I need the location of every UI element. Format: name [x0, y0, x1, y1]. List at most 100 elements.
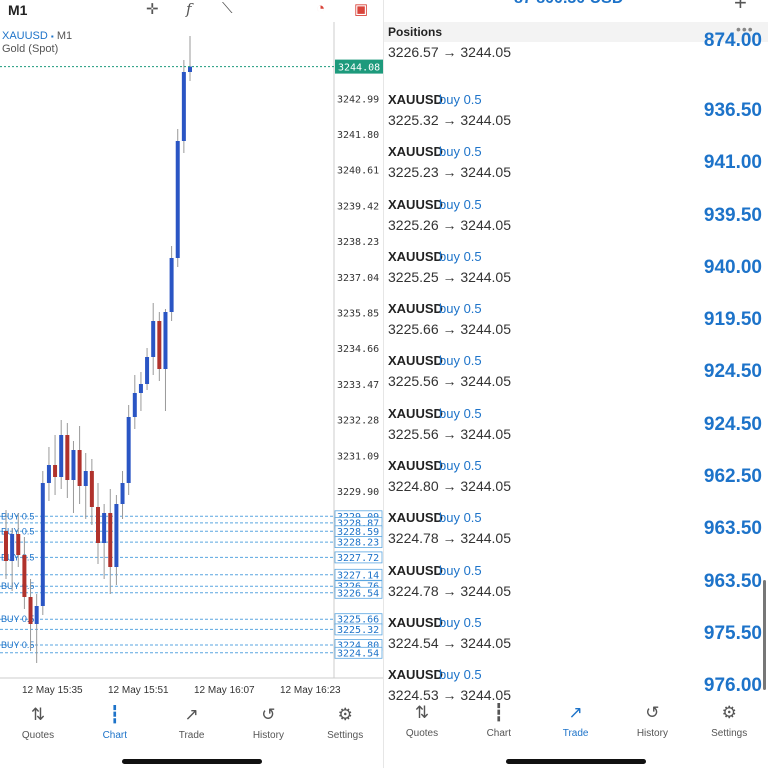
candle-body[interactable] — [40, 483, 45, 606]
order-tag[interactable]: BUY 0.5 — [1, 581, 34, 591]
trade-icon: ↗ — [568, 703, 583, 722]
position-side: buy 0.5 — [439, 510, 482, 526]
position-row[interactable]: XAUUSD buy 0.5 3225.66 → 3244.05 919.50 — [384, 295, 768, 347]
nav-label: Quotes — [405, 728, 439, 739]
color-icon[interactable]: ◔ — [316, 0, 326, 17]
candle-body[interactable] — [181, 72, 186, 141]
price-tick-label: 3235.85 — [337, 309, 379, 320]
current-price-label: 3244.08 — [338, 63, 380, 74]
candle-body[interactable] — [151, 321, 156, 357]
candle-body[interactable] — [188, 66, 192, 72]
position-row[interactable]: 3226.57 → 3244.05 874.00 — [384, 30, 768, 86]
chart-symbol: XAUUSD ▪ M1 — [2, 30, 72, 42]
candle-body[interactable] — [169, 258, 174, 312]
candle-body[interactable] — [10, 534, 15, 561]
nav-label: Settings — [711, 728, 748, 739]
candle-body[interactable] — [138, 384, 143, 393]
order-price-tag — [334, 536, 383, 548]
position-profit: 936.50 — [703, 100, 762, 121]
position-row[interactable]: XAUUSD buy 0.5 3225.56 → 3244.05 924.50 — [384, 347, 768, 399]
nav-quotes[interactable]: ⇅ Quotes — [0, 700, 76, 748]
position-prices: 3224.78 → 3244.05 — [388, 582, 511, 599]
candle-body[interactable] — [22, 555, 27, 597]
position-row[interactable]: XAUUSD buy 0.5 3224.80 → 3244.05 962.50 — [384, 452, 768, 504]
time-tick-label: 12 May 16:23 — [280, 685, 341, 696]
candle-body[interactable] — [96, 507, 100, 543]
position-side: buy 0.5 — [439, 301, 482, 317]
nav-history[interactable]: ↺ History — [614, 698, 690, 746]
candle-body[interactable] — [102, 513, 107, 543]
candle-body[interactable] — [120, 483, 125, 504]
candle-body[interactable] — [65, 435, 70, 480]
candle-body[interactable] — [108, 513, 113, 567]
nav-trade[interactable]: ↗ Trade — [538, 698, 614, 746]
settings-icon: ⚙ — [721, 703, 737, 722]
indicator-icon[interactable]: ▣ — [354, 1, 369, 18]
order-price-label: 3228.59 — [337, 527, 379, 538]
candle-body[interactable] — [28, 597, 33, 624]
candle-body[interactable] — [71, 450, 76, 480]
candle-body[interactable] — [53, 465, 58, 477]
candle-body[interactable] — [157, 321, 162, 369]
position-row[interactable]: XAUUSD buy 0.5 3224.53 → 3244.05 976.00 — [384, 661, 768, 713]
order-tag[interactable]: BUY 0.5 — [1, 614, 34, 624]
candle-body[interactable] — [34, 606, 39, 624]
chart-screen: M1 ✛ f ⟍ ◔ ▣ XAUUSD ▪ M1 Gold (Spot) 324… — [0, 0, 384, 764]
nav-quotes[interactable]: ⇅ Quotes — [384, 698, 460, 746]
position-row[interactable]: XAUUSD buy 0.5 3225.23 → 3244.05 941.00 — [384, 138, 768, 190]
order-tag[interactable]: BUY 0.5 — [1, 552, 34, 562]
position-row[interactable]: XAUUSD buy 0.5 3224.78 → 3244.05 963.50 — [384, 557, 768, 609]
position-row[interactable]: XAUUSD buy 0.5 3224.54 → 3244.05 975.50 — [384, 609, 768, 661]
order-tag[interactable]: BUY 0.5 — [1, 511, 34, 521]
nav-chart[interactable]: ┇ Chart — [461, 698, 537, 746]
candle-body[interactable] — [163, 312, 168, 369]
position-symbol: XAUUSD — [388, 144, 443, 160]
price-tick-label: 3239.42 — [337, 201, 379, 212]
home-indicator[interactable] — [122, 759, 262, 764]
candle-body[interactable] — [16, 534, 21, 555]
function-icon[interactable]: f — [186, 0, 192, 18]
candle-body[interactable] — [4, 531, 8, 561]
candle-body[interactable] — [83, 471, 88, 486]
candle-body[interactable] — [114, 504, 119, 567]
positions-list: 3226.57 → 3244.05 874.00 XAUUSD buy 0.5 32… — [384, 30, 768, 714]
position-symbol: XAUUSD — [388, 667, 443, 683]
nav-history[interactable]: ↺ History — [230, 700, 306, 748]
candle-body[interactable] — [89, 471, 94, 507]
candle-body[interactable] — [132, 393, 137, 417]
nav-trade[interactable]: ↗ Trade — [154, 700, 230, 748]
nav-settings[interactable]: ⚙ Settings — [691, 698, 767, 746]
chart-candles-icon: ┇ — [109, 705, 120, 724]
order-tag[interactable]: BUY 0.5 — [1, 640, 34, 650]
home-indicator[interactable] — [506, 759, 646, 764]
order-tag[interactable]: BUY 0.5 — [1, 526, 34, 536]
candle-body[interactable] — [59, 435, 64, 477]
candle-body[interactable] — [77, 450, 82, 486]
position-row[interactable]: XAUUSD buy 0.5 3225.25 → 3244.05 940.00 — [384, 243, 768, 295]
candle-body[interactable] — [126, 417, 131, 483]
position-row[interactable]: XAUUSD buy 0.5 3225.32 → 3244.05 936.50 — [384, 86, 768, 138]
nav-chart[interactable]: ┇ Chart — [77, 700, 153, 748]
more-icon[interactable]: ••• — [736, 21, 754, 37]
position-row[interactable]: XAUUSD buy 0.5 3225.56 → 3244.05 924.50 — [384, 400, 768, 452]
position-row[interactable]: XAUUSD buy 0.5 3224.78 → 3244.05 963.50 — [384, 504, 768, 556]
position-symbol: XAUUSD — [388, 458, 443, 474]
crosshair-icon[interactable]: ✛ — [146, 1, 159, 18]
position-profit: 963.50 — [703, 518, 762, 540]
new-order-icon[interactable]: + — [734, 0, 747, 15]
price-tick-label: 3240.61 — [337, 166, 379, 177]
objects-icon[interactable]: ⟍ — [222, 0, 233, 17]
position-row[interactable]: XAUUSD buy 0.5 3225.26 → 3244.05 939.50 — [384, 191, 768, 243]
candle-body[interactable] — [175, 141, 180, 258]
scrollbar[interactable] — [763, 580, 766, 690]
candle-body[interactable] — [145, 357, 150, 384]
position-prices: 3224.53 → 3244.05 — [388, 687, 511, 704]
nav-settings[interactable]: ⚙ Settings — [307, 700, 383, 748]
timeframe-button[interactable]: M1 — [8, 2, 28, 18]
price-tick-label: 3229.90 — [337, 487, 379, 498]
settings-icon: ⚙ — [337, 705, 353, 724]
time-tick-label: 12 May 15:35 — [22, 685, 83, 696]
order-price-label: 3227.72 — [337, 553, 379, 564]
candle-body[interactable] — [46, 465, 51, 483]
candlestick-chart[interactable]: 3242.99 3241.80 3240.61 3239.42 3238.23 3237.… — [0, 22, 384, 700]
